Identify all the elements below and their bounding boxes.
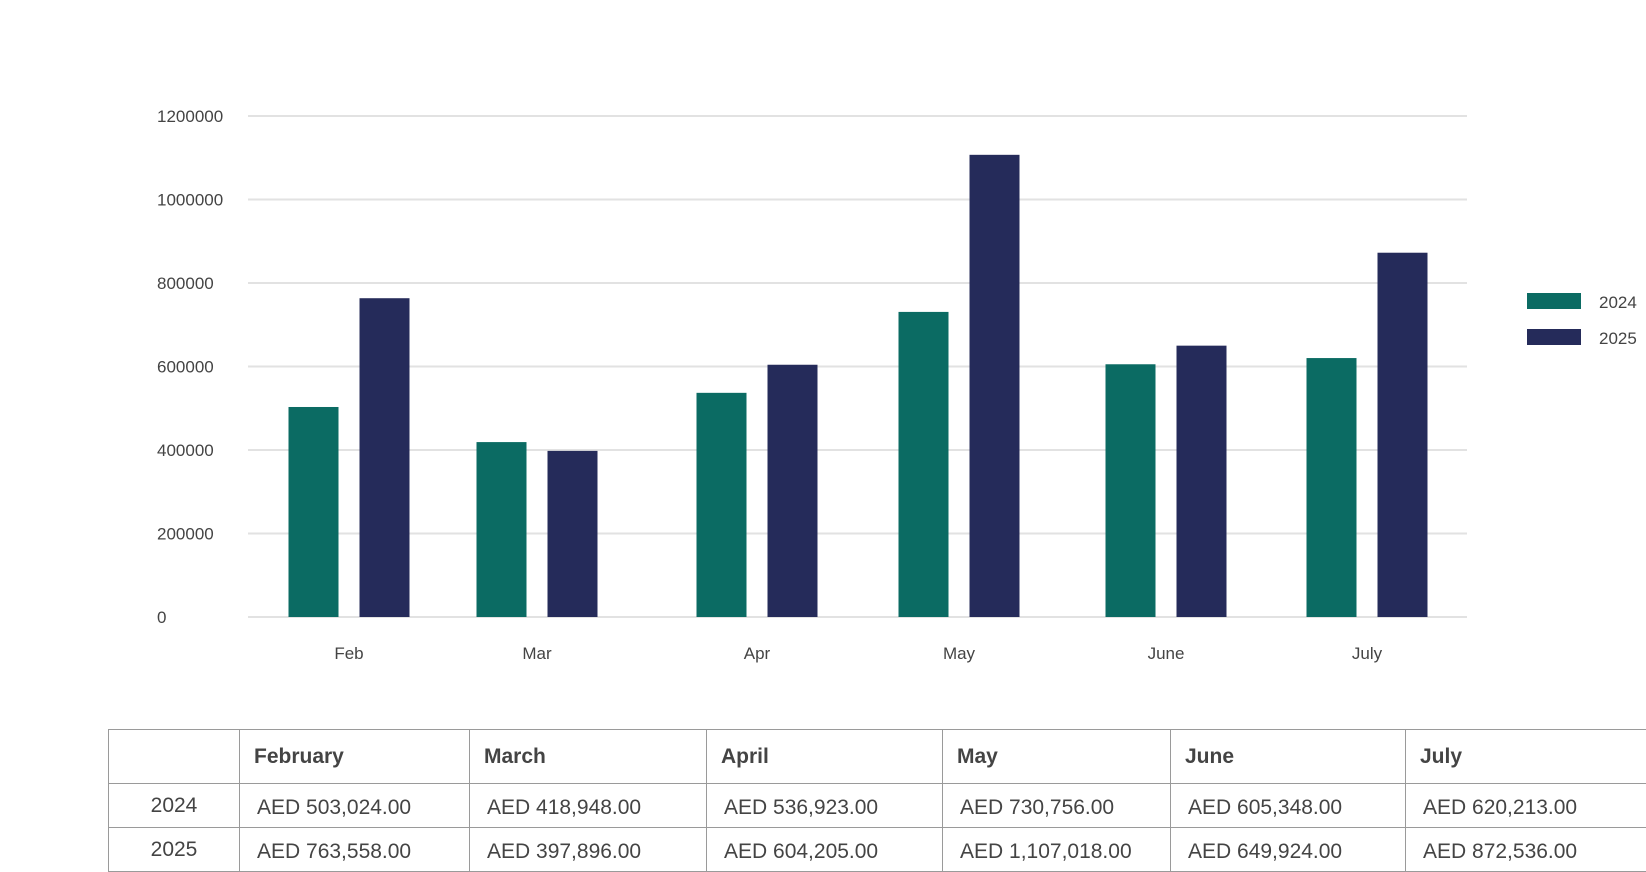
table-row: 2024 AED 503,024.00 AED 418,948.00 AED 5…: [109, 784, 1646, 828]
legend-label: 2024: [1599, 293, 1637, 312]
legend-label: 2025: [1599, 329, 1637, 348]
y-axis-tick-labels: 0 200000 400000 600000 800000 1000000 1200000: [157, 107, 223, 627]
y-tick-label: 200000: [157, 525, 214, 544]
data-table: February March April May June July 2024 …: [108, 729, 1646, 872]
x-tick-label: Feb: [334, 644, 363, 663]
y-tick-label: 1000000: [157, 191, 223, 210]
bar-2025-feb: [360, 298, 410, 617]
legend-swatch-2025: [1527, 329, 1581, 345]
y-tick-label: 600000: [157, 358, 214, 377]
table-cell: AED 536,923.00: [707, 784, 943, 828]
x-tick-label: Apr: [744, 644, 771, 663]
x-tick-label: May: [943, 644, 976, 663]
bar-2024-july: [1307, 358, 1357, 617]
bar-2024-feb: [289, 407, 339, 617]
legend: 2024 2025: [1527, 293, 1637, 348]
bar-2024-apr: [697, 393, 747, 617]
bar-2024-may: [899, 312, 949, 617]
table-cell: AED 503,024.00: [240, 784, 470, 828]
row-year-label: 2024: [109, 784, 240, 828]
bar-2025-july: [1378, 253, 1428, 617]
table-cell: AED 418,948.00: [470, 784, 707, 828]
bars: [289, 155, 1428, 617]
table-header-cell: February: [240, 730, 470, 784]
y-tick-label: 0: [157, 608, 166, 627]
bar-chart: 020000040000060000080000010000001200000 …: [0, 0, 1646, 700]
table-header-cell: [109, 730, 240, 784]
table-header-cell: June: [1171, 730, 1406, 784]
bar-2025-june: [1177, 346, 1227, 617]
table-header-cell: July: [1406, 730, 1646, 784]
grid-lines: [248, 116, 1467, 617]
bar-2025-may: [970, 155, 1020, 617]
bar-2025-mar: [548, 451, 598, 617]
x-tick-label: June: [1148, 644, 1185, 663]
bar-2024-mar: [477, 442, 527, 617]
bar-2024-june: [1106, 364, 1156, 617]
table-cell: AED 605,348.00: [1171, 784, 1406, 828]
bar-2025-apr: [768, 365, 818, 617]
x-axis-tick-labels: Feb Mar Apr May June July: [334, 644, 1382, 663]
x-tick-label: Mar: [522, 644, 552, 663]
y-tick-label: 1200000: [157, 107, 223, 126]
table-cell: AED 620,213.00: [1406, 784, 1646, 828]
table-cell: AED 730,756.00: [943, 784, 1171, 828]
y-tick-label: 800000: [157, 274, 214, 293]
table-header-cell: April: [707, 730, 943, 784]
y-tick-label: 400000: [157, 441, 214, 460]
table-header-cell: May: [943, 730, 1171, 784]
table-header-row: February March April May June July: [109, 730, 1646, 784]
x-tick-label: July: [1352, 644, 1383, 663]
table-header-cell: March: [470, 730, 707, 784]
legend-swatch-2024: [1527, 293, 1581, 309]
